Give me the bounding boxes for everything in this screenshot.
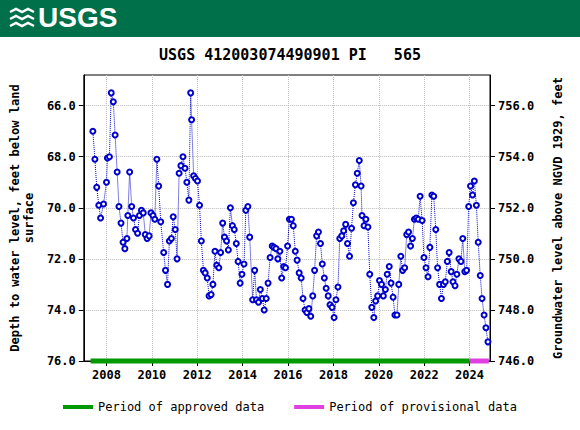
svg-text:2018: 2018 (319, 368, 348, 382)
svg-text:756.0: 756.0 (498, 99, 534, 113)
svg-text:2016: 2016 (274, 368, 303, 382)
svg-text:Groundwater level above NGVD 1: Groundwater level above NGVD 1929, feet (551, 77, 565, 359)
svg-text:76.0: 76.0 (47, 354, 76, 368)
svg-text:Depth to water level, feet bel: Depth to water level, feet below land (8, 84, 22, 351)
svg-text:66.0: 66.0 (47, 99, 76, 113)
svg-text:68.0: 68.0 (47, 150, 76, 164)
svg-text:2024: 2024 (455, 368, 484, 382)
svg-text:USGS 412003074490901 PI 565: USGS 412003074490901 PI 565 (159, 46, 421, 64)
svg-text:2012: 2012 (183, 368, 212, 382)
svg-text:2014: 2014 (228, 368, 257, 382)
svg-text:70.0: 70.0 (47, 201, 76, 215)
svg-text:72.0: 72.0 (47, 252, 76, 266)
svg-text:74.0: 74.0 (47, 303, 76, 317)
svg-text:2020: 2020 (364, 368, 393, 382)
svg-text:2022: 2022 (410, 368, 439, 382)
svg-text:Period of provisional data: Period of provisional data (329, 400, 517, 414)
svg-text:2010: 2010 (137, 368, 166, 382)
svg-text:2008: 2008 (92, 368, 121, 382)
svg-text:USGS: USGS (38, 2, 117, 33)
svg-text:746.0: 746.0 (498, 354, 534, 368)
svg-text:750.0: 750.0 (498, 252, 534, 266)
svg-text:754.0: 754.0 (498, 150, 534, 164)
svg-text:Period of approved data: Period of approved data (98, 400, 264, 414)
svg-text:752.0: 752.0 (498, 201, 534, 215)
svg-text:surface: surface (22, 193, 36, 244)
svg-text:748.0: 748.0 (498, 303, 534, 317)
